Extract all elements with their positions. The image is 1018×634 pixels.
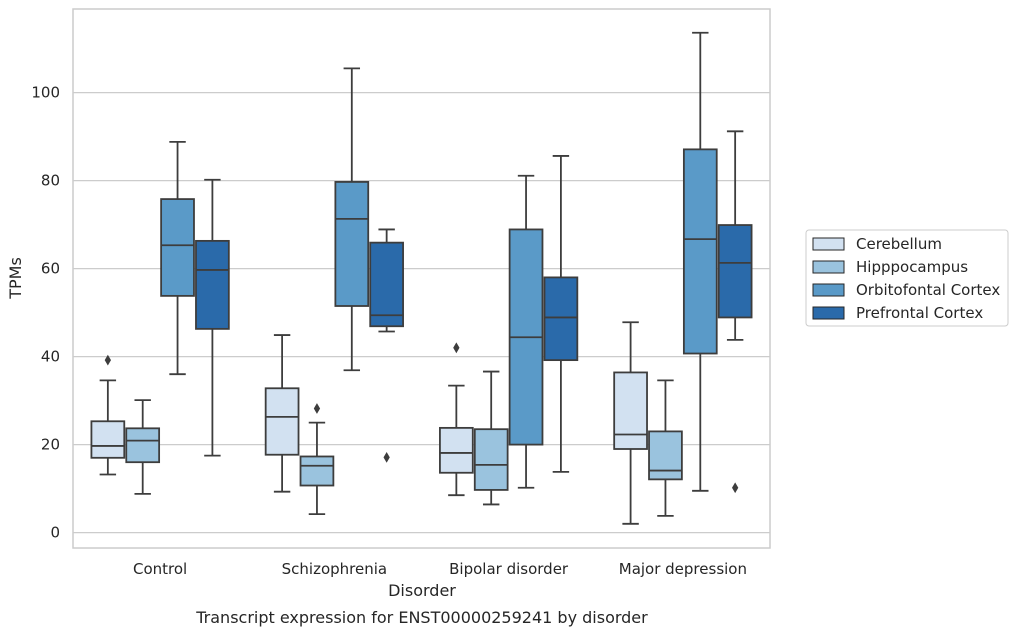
y-tick-label: 100 [31,84,60,102]
box-plot-series [90,31,753,525]
legend-frame [805,229,1009,327]
box [717,130,753,494]
outlier-point [104,354,111,366]
legend-label: Orbitofontal Cortex [856,281,1000,299]
box [125,399,161,495]
box-body [160,198,195,297]
box-body [125,427,161,464]
box-body [369,241,404,328]
outlier-point [732,482,739,494]
box [508,174,544,489]
y-axis-label: TPMs [6,257,25,300]
outlier-point [313,403,321,414]
legend-swatch [812,283,845,297]
box-body [264,387,300,456]
legend-swatch [812,260,845,274]
box [543,155,579,473]
y-tick-label: 0 [50,524,60,542]
x-axis-label: Disorder [388,581,456,600]
plot-frame [72,8,771,549]
legend-swatch [812,237,845,251]
box-body [473,428,509,491]
x-tick-label: Schizophrenia [282,560,387,578]
figure-caption: Transcript expression for ENST0000025924… [195,608,648,627]
box [334,67,370,372]
box-body [613,371,648,450]
x-tick-label: Control [133,560,187,578]
outlier-point [383,451,390,463]
outlier-point [453,342,460,354]
series-hipppocampus [125,370,683,517]
series-orbitofontal-cortex [160,31,718,492]
box-body [543,276,579,362]
box-body [648,430,683,481]
legend-label: Hipppocampus [856,258,968,276]
box-body [195,239,230,330]
box [473,370,509,506]
y-tick-label: 60 [41,260,60,278]
y-tick-label: 40 [41,348,60,366]
legend: Cerebellum Hipppocampus Orbitofontal Corte… [805,229,1009,327]
box [648,379,683,517]
box-body [717,224,753,319]
box [299,403,335,516]
y-tick-label: 20 [41,436,60,454]
legend-label: Cerebellum [856,235,942,253]
series-prefrontal-cortex [195,130,753,494]
box [90,354,126,476]
box [613,321,648,525]
box [160,140,195,376]
box-body [299,455,335,487]
box [195,178,230,457]
box [439,342,474,497]
box-body [90,420,126,459]
box-body [439,426,474,474]
box-body [682,148,718,355]
y-tick-labels: 0 20 40 60 80 100 [31,84,60,542]
x-tick-labels: Control Schizophrenia Bipolar disorder Majo… [133,560,747,578]
box [682,31,718,492]
legend-label: Prefrontal Cortex [856,304,983,322]
box-body [334,181,370,307]
box [264,334,300,493]
y-tick-label: 80 [41,172,60,190]
x-tick-label: Major depression [619,560,747,578]
x-tick-label: Bipolar disorder [449,560,569,578]
legend-swatch [812,306,845,320]
box [369,228,404,463]
series-cerebellum [90,321,648,525]
